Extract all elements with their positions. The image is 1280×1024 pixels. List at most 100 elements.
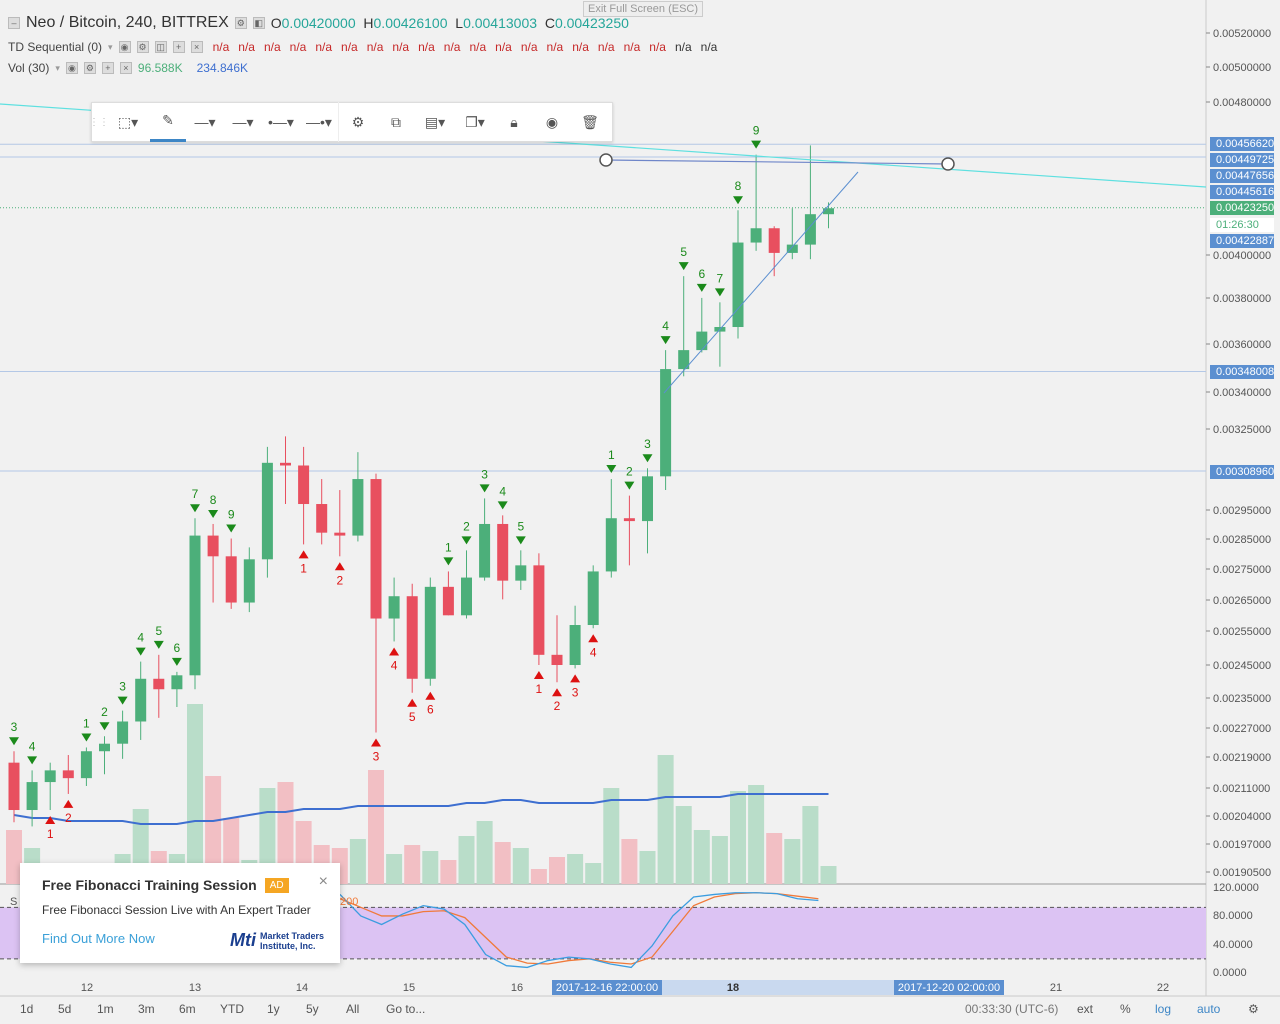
ad-popup[interactable]: Free Fibonacci Training Session AD × Fre… [20,863,340,963]
ad-cta-link[interactable]: Find Out More Now [42,931,155,946]
stoch-k-line [339,892,819,969]
eye-icon[interactable]: ◉ [65,62,78,74]
price-tick-label: 0.00380000 [1213,293,1271,305]
stoch-tick-label: 80.0000 [1213,910,1253,922]
candle-body [117,721,129,744]
td-setup-count: 1 [445,540,452,554]
td-setup-count: 2 [554,699,561,713]
candle-body [388,596,400,619]
volume-bar [349,839,366,884]
eye-icon[interactable]: ◉ [118,41,131,53]
settings-icon[interactable]: ⚙ [234,17,247,29]
select-area-icon[interactable]: ⬚▾ [117,113,139,130]
log-toggle[interactable]: log [1155,1002,1172,1016]
lock-icon[interactable]: 🔒︎ [510,113,518,130]
range-ytd[interactable]: YTD [220,1002,244,1016]
auto-toggle[interactable]: auto [1197,1002,1221,1016]
td-value: n/a [238,40,255,54]
td-value: n/a [263,40,281,54]
td-setup-count: 4 [391,658,398,672]
dropdown-icon[interactable]: ▾ [55,62,60,73]
td-sell-arrow [171,657,182,666]
volume-legend: Vol (30) ▾ ◉ ⚙ + × 96.588K 234.846K [8,61,248,75]
remove-icon[interactable]: × [190,41,203,53]
price-tick-label: 0.00275000 [1213,564,1271,576]
percent-toggle[interactable]: % [1120,1002,1131,1016]
close-icon[interactable]: × [318,873,328,890]
drag-handle-icon[interactable]: ⋮⋮ [89,116,109,128]
range-all[interactable]: All [346,1002,360,1016]
volume-bar [603,788,620,884]
td-setup-count: 4 [137,631,144,645]
ad-title: Free Fibonacci Training Session AD [42,877,318,893]
source-icon[interactable]: ◫ [154,41,167,53]
trend-line-drawn [605,159,949,165]
line-style-1-icon[interactable]: —▾ [194,113,216,130]
volume-bar [512,848,529,884]
gear-icon[interactable]: ⚙ [351,113,365,130]
line-style-2-icon[interactable]: —▾ [232,113,254,130]
gear-icon[interactable]: ⚙ [1248,1002,1259,1016]
clone-icon[interactable]: ⧉ [391,113,401,130]
volume-bar [657,755,674,884]
range-6m[interactable]: 6m [179,1002,196,1016]
td-setup-count: 2 [463,519,470,533]
add-icon[interactable]: + [101,62,114,74]
trash-icon[interactable]: 🗑︎ [581,113,599,130]
candle-body [189,535,201,676]
candle-body [424,586,436,679]
range-5d[interactable]: 5d [58,1002,72,1016]
volume-bar [530,869,547,884]
collapse-icon[interactable]: – [8,17,20,29]
time-tick-label: 16 [511,982,523,994]
hide-icon[interactable]: ◧ [252,17,265,29]
pencil-icon[interactable]: ✎ [150,102,186,142]
volume-bar [440,860,457,884]
trend-line-handle [599,153,613,167]
remove-icon[interactable]: × [119,62,132,74]
copy-icon[interactable]: ❐▾ [465,113,485,130]
ad-subtitle: Free Fibonacci Session Live with An Expe… [42,903,311,917]
candle-body [8,762,20,811]
volume-ma-value: 234.846K [196,61,248,75]
range-1m[interactable]: 1m [97,1002,114,1016]
eye-icon[interactable]: ◉ [545,113,559,130]
exit-fullscreen-button[interactable]: Exit Full Screen (ESC) [583,1,704,17]
volume-bar [820,866,837,884]
dropdown-icon[interactable]: ▾ [108,41,113,52]
volume-label[interactable]: Vol (30) [8,61,50,75]
clock-readout[interactable]: 00:33:30 (UTC-6) [965,1002,1059,1016]
range-5y[interactable]: 5y [306,1002,319,1016]
volume-bar [711,836,728,884]
ext-toggle[interactable]: ext [1077,1002,1094,1016]
symbol-title[interactable]: Neo / Bitcoin, 240, BITTREX [26,14,229,31]
add-icon[interactable]: + [172,41,185,53]
td-sell-arrow [733,196,743,205]
volume-value: 96.588K [137,61,183,75]
settings-icon[interactable]: ⚙ [83,62,96,74]
td-setup-count: 3 [119,680,126,694]
line-style-3-icon[interactable]: •—▾ [268,113,294,130]
td-buy-arrow [407,698,418,707]
line-style-4-icon[interactable]: —•▾ [306,113,332,130]
range-1y[interactable]: 1y [267,1002,280,1016]
td-buy-arrow [371,738,381,747]
price-axis-badge: 0.00456620 [1210,137,1274,151]
td-value: n/a [649,40,666,54]
candle-body [406,596,418,679]
goto-button[interactable]: Go to... [386,1002,426,1016]
template-icon[interactable]: ▤▾ [424,113,446,130]
candle-body [750,228,762,243]
price-tick-label: 0.00245000 [1213,660,1271,672]
settings-icon[interactable]: ⚙ [136,41,149,53]
range-3m[interactable]: 3m [138,1002,155,1016]
td-value: n/a [674,40,692,54]
range-1d[interactable]: 1d [20,1002,34,1016]
volume-ma-line [13,793,829,825]
market-traders-logo[interactable]: Mti Market Traders Institute, Inc. [230,930,324,951]
ohlc-readout: O0.00420000 H0.00426100 L0.00413003 C0.0… [270,15,629,31]
td-sequential-label[interactable]: TD Sequential (0) [8,40,103,54]
candle-body [44,770,56,783]
td-value: n/a [341,40,358,54]
